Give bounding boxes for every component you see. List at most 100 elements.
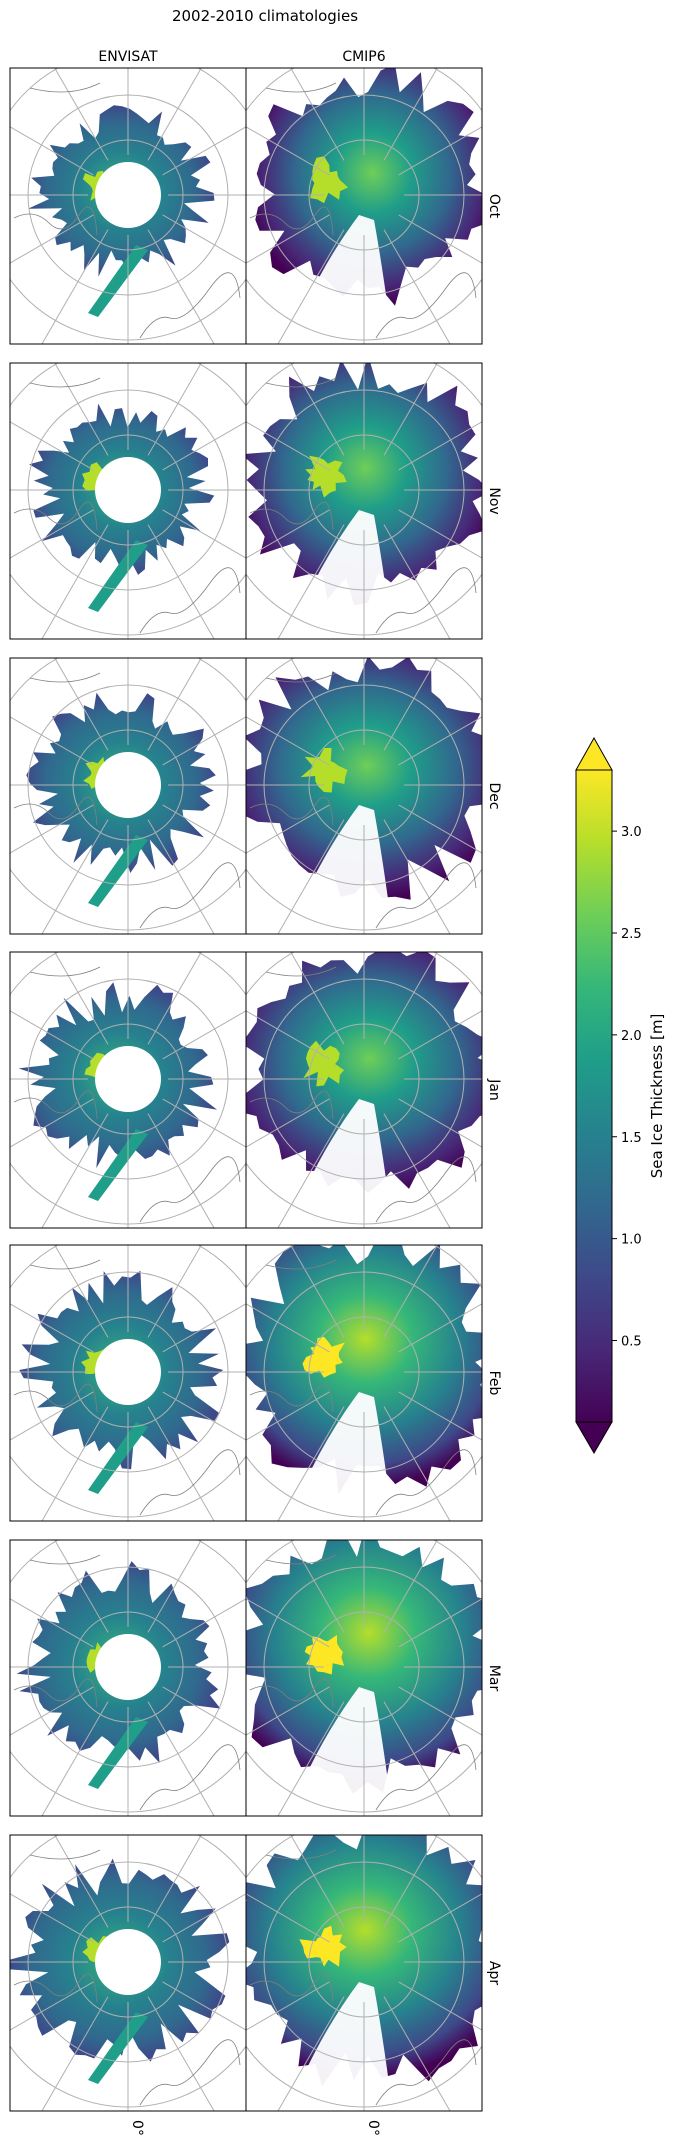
meridian-gridline (41, 524, 109, 639)
meridian-gridline (398, 1098, 482, 1148)
meridian-gridline (162, 1598, 246, 1648)
coastline (265, 672, 337, 683)
meridian-gridline (10, 1981, 94, 2031)
meridian-gridline (147, 363, 202, 456)
meridian-gridline (147, 229, 215, 344)
meridian-gridline (54, 1540, 109, 1633)
map-panel-cmip6-nov (245, 362, 483, 640)
thick-ice-patch (303, 1040, 345, 1087)
meridian-gridline (398, 716, 482, 766)
map-panel-cmip6-apr (245, 1834, 483, 2112)
coastline (139, 1744, 241, 1811)
meridian-gridline (10, 214, 94, 264)
meridian-gridline (162, 1303, 246, 1353)
coastline (249, 1090, 334, 1120)
coastline (375, 1156, 477, 1223)
meridian-gridline (162, 716, 246, 766)
meridian-gridline (246, 1981, 330, 2031)
map-panel-envisat-nov (9, 362, 247, 640)
coastline (13, 1973, 98, 2003)
meridian-gridline (398, 1303, 482, 1353)
panel-frame (245, 951, 483, 1229)
meridian-gridline (41, 229, 109, 344)
meridian-gridline (383, 658, 438, 751)
meridian-gridline (398, 1598, 482, 1648)
meridian-gridline (398, 1010, 482, 1060)
meridian-gridline (383, 68, 438, 161)
coastline (375, 2039, 477, 2106)
meridian-gridline (147, 658, 202, 751)
map-panel-envisat-apr (9, 1834, 247, 2112)
coastline (375, 272, 477, 339)
meridian-gridline (147, 1996, 215, 2111)
coastline (13, 1383, 98, 1413)
meridian-gridline (246, 1391, 330, 1441)
column-header: ENVISAT (98, 49, 158, 65)
colorbar-tick-label: 1.0 (621, 1233, 642, 1248)
coastline (139, 1449, 241, 1516)
meridian-gridline (246, 421, 330, 471)
coastline (139, 862, 241, 929)
panel-grid: ENVISAT CMIP6 Oct Nov Dec Jan Feb Mar Apr 0° 0° (9, 49, 502, 2136)
map-panel-envisat-dec (9, 657, 247, 935)
meridian-gridline (54, 363, 109, 456)
meridian-gridline (290, 68, 345, 161)
meridian-gridline (246, 509, 330, 559)
coastline (265, 1849, 337, 1860)
coastline (13, 796, 98, 826)
meridian-gridline (147, 524, 215, 639)
meridian-gridline (147, 68, 202, 161)
thick-ice-patch (304, 1634, 345, 1675)
meridian-gridline (383, 1113, 451, 1228)
meridian-gridline (10, 1686, 94, 1736)
pole-hole (95, 456, 161, 523)
coastline (13, 1678, 98, 1708)
coastline (29, 966, 101, 977)
figure-title: 2002-2010 climatologies (172, 7, 358, 25)
open-water (288, 1098, 393, 1228)
longitude-tick-label: 0° (129, 2120, 145, 2136)
coastline (249, 1678, 334, 1708)
coastline (29, 1259, 101, 1270)
meridian-gridline (290, 1245, 345, 1338)
meridian-gridline (10, 421, 94, 471)
panel-frame (245, 362, 483, 640)
meridian-gridline (383, 1406, 451, 1521)
meridian-gridline (54, 1245, 109, 1338)
open-water (288, 214, 393, 344)
meridian-gridline (10, 1098, 94, 1148)
thick-ice-patch (305, 455, 347, 498)
meridian-gridline (10, 1598, 94, 1648)
open-water (288, 1391, 393, 1521)
row-label: Dec (486, 782, 502, 809)
colorbar-lower-extend (575, 1421, 613, 1454)
meridian-gridline (41, 1996, 109, 2111)
meridian-gridline (277, 1113, 345, 1228)
meridian-gridline (162, 1391, 246, 1441)
meridian-gridline (398, 509, 482, 559)
sea-ice-tongue (88, 2011, 148, 2084)
meridian-gridline (246, 126, 330, 176)
meridian-gridline (383, 229, 451, 344)
coastline (29, 1849, 101, 1860)
panel-frame (245, 1244, 483, 1522)
meridian-gridline (147, 1701, 215, 1816)
coastline (13, 206, 98, 236)
meridian-gridline (10, 509, 94, 559)
sea-ice-field (246, 1540, 482, 1794)
coastline (139, 2039, 241, 2106)
open-water (288, 804, 393, 934)
panel-frame (245, 1539, 483, 1817)
coastline (375, 1744, 477, 1811)
thick-ice-patch (302, 1336, 345, 1378)
meridian-gridline (10, 1010, 94, 1060)
meridian-gridline (162, 1981, 246, 2031)
colorbar-upper-extend (575, 736, 613, 771)
sea-ice-field (246, 1835, 482, 2087)
sea-ice-field (246, 952, 482, 1194)
meridian-gridline (290, 658, 345, 751)
map-panel-cmip6-jan (245, 951, 483, 1229)
meridian-gridline (383, 1701, 451, 1816)
meridian-gridline (10, 126, 94, 176)
pole-hole (95, 161, 161, 228)
